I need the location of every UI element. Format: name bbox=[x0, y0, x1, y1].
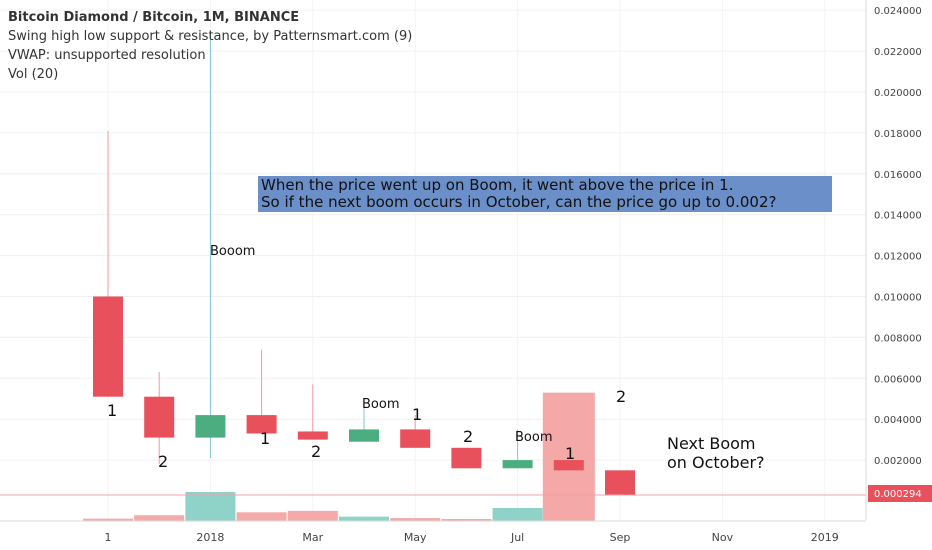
annotation-next-boom: Next Boom bbox=[667, 434, 756, 453]
price-tick-label: 0.006000 bbox=[874, 374, 922, 385]
time-tick-label: Sep bbox=[610, 531, 631, 544]
annotation-booom: Booom bbox=[210, 244, 255, 259]
indicator-legend-swing[interactable]: Swing high low support & resistance, by … bbox=[8, 29, 413, 44]
current-price-tag bbox=[868, 485, 932, 502]
price-tick-label: 0.002000 bbox=[874, 456, 922, 467]
candle-body bbox=[297, 431, 328, 440]
candle-body bbox=[502, 460, 533, 469]
candle[interactable] bbox=[93, 130, 123, 397]
indicator-legend-vwap[interactable]: VWAP: unsupported resolution bbox=[8, 48, 206, 63]
annotation-on-october: on October? bbox=[667, 453, 765, 472]
price-tick-label: 0.024000 bbox=[874, 6, 922, 17]
price-tick-label: 0.012000 bbox=[874, 252, 922, 263]
time-tick-label: Nov bbox=[712, 531, 734, 544]
price-tick-label: 0.004000 bbox=[874, 415, 922, 426]
candle-body bbox=[93, 296, 123, 397]
volume-bars bbox=[83, 492, 594, 521]
candle[interactable] bbox=[297, 384, 328, 440]
annotation-1: 1 bbox=[107, 401, 117, 420]
volume-bar bbox=[185, 492, 236, 521]
candle[interactable] bbox=[246, 349, 277, 434]
candle[interactable] bbox=[144, 372, 175, 465]
candle-body bbox=[144, 396, 175, 438]
candle-body bbox=[195, 415, 226, 438]
time-tick-label: Mar bbox=[302, 531, 323, 544]
volume-bar bbox=[287, 510, 338, 521]
sep-highlight-box bbox=[542, 392, 595, 521]
time-tick-label: 2018 bbox=[196, 531, 224, 544]
candle[interactable] bbox=[451, 447, 482, 469]
price-tick-label: 0.008000 bbox=[874, 333, 922, 344]
volume-bar bbox=[441, 519, 492, 521]
note-callout[interactable]: When the price went up on Boom, it went … bbox=[258, 176, 832, 212]
annotation-1: 1 bbox=[565, 444, 575, 463]
volume-bar bbox=[543, 519, 594, 521]
annotation-2: 2 bbox=[311, 442, 321, 461]
candle-body bbox=[553, 460, 584, 471]
price-tick-label: 0.014000 bbox=[874, 211, 922, 222]
candles bbox=[93, 32, 635, 495]
candle-body bbox=[246, 415, 277, 434]
candle-body bbox=[349, 429, 379, 442]
volume-bar bbox=[236, 512, 287, 521]
candle[interactable] bbox=[502, 429, 533, 469]
price-tick-label: 0.018000 bbox=[874, 129, 922, 140]
indicator-legend-vol[interactable]: Vol (20) bbox=[8, 67, 59, 82]
time-tick-label: Jul bbox=[510, 531, 524, 544]
volume-bar bbox=[390, 518, 441, 521]
note-line-1: When the price went up on Boom, it went … bbox=[261, 176, 734, 194]
symbol-title: Bitcoin Diamond / Bitcoin, 1M, BINANCE bbox=[8, 10, 300, 25]
time-tick-label: 1 bbox=[105, 531, 112, 544]
annotation-2: 2 bbox=[463, 427, 473, 446]
annotation-1: 1 bbox=[412, 405, 422, 424]
price-tick-label: 0.016000 bbox=[874, 170, 922, 181]
price-tick-label: 0.010000 bbox=[874, 292, 922, 303]
candle[interactable] bbox=[553, 460, 584, 471]
price-tick-label: 0.022000 bbox=[874, 47, 922, 58]
time-axis: 1 2018 Mar May Jul Sep Nov 2019 bbox=[105, 531, 839, 544]
candle[interactable] bbox=[605, 470, 635, 495]
volume-bar bbox=[134, 515, 185, 521]
annotation-2: 2 bbox=[616, 387, 626, 406]
annotation-1: 1 bbox=[260, 429, 270, 448]
annotation-boom-may: Boom bbox=[362, 397, 400, 412]
candle-body bbox=[605, 470, 635, 495]
price-axis: 0.024000 0.022000 0.020000 0.018000 0.016000… bbox=[874, 6, 922, 467]
candle-body bbox=[451, 447, 482, 469]
time-tick-label: May bbox=[404, 531, 427, 544]
volume-bar bbox=[339, 516, 389, 521]
candle-body bbox=[400, 429, 431, 448]
volume-bar bbox=[83, 518, 133, 521]
candle[interactable] bbox=[195, 32, 226, 459]
note-line-2: So if the next boom occurs in October, c… bbox=[261, 193, 777, 211]
candle[interactable] bbox=[349, 406, 379, 442]
annotation-boom-jul: Boom bbox=[515, 430, 553, 445]
candle[interactable] bbox=[400, 415, 431, 448]
volume-bar bbox=[492, 507, 543, 521]
price-tick-label: 0.020000 bbox=[874, 88, 922, 99]
time-tick-label: 2019 bbox=[811, 531, 839, 544]
current-price-label: 0.000294 bbox=[874, 489, 922, 500]
annotation-2: 2 bbox=[158, 452, 168, 471]
